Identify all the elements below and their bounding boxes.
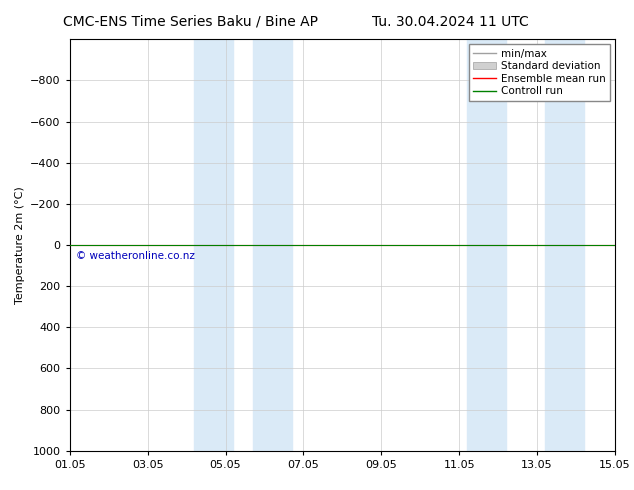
- Text: © weatheronline.co.nz: © weatheronline.co.nz: [75, 251, 195, 261]
- Bar: [253, 39, 292, 451]
- Text: CMC-ENS Time Series Baku / Bine AP: CMC-ENS Time Series Baku / Bine AP: [63, 15, 318, 29]
- Legend: min/max, Standard deviation, Ensemble mean run, Controll run: min/max, Standard deviation, Ensemble me…: [469, 45, 610, 100]
- Bar: [195, 39, 233, 451]
- Bar: [467, 39, 506, 451]
- Bar: [545, 39, 584, 451]
- Text: Tu. 30.04.2024 11 UTC: Tu. 30.04.2024 11 UTC: [372, 15, 529, 29]
- Y-axis label: Temperature 2m (°C): Temperature 2m (°C): [15, 186, 25, 304]
